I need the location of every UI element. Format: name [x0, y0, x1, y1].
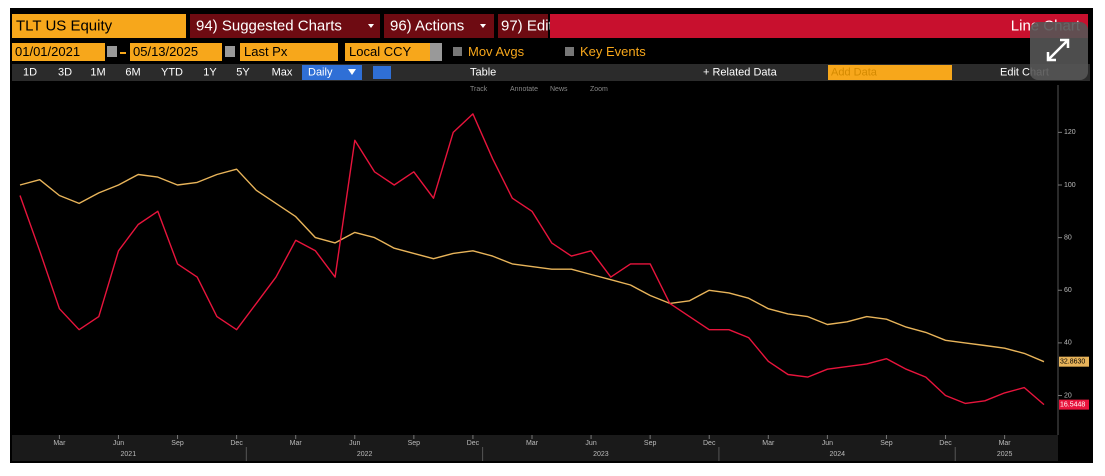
terminal-background — [10, 8, 1093, 463]
x-tick-label: Mar — [526, 440, 539, 447]
table-button[interactable]: Table — [470, 66, 496, 78]
x-tick-label: Jun — [585, 440, 596, 447]
option: Mov Avgs — [468, 44, 525, 59]
period-button[interactable]: Max — [272, 66, 293, 78]
dropdown-button[interactable] — [430, 43, 442, 61]
last-value-box — [1059, 356, 1089, 367]
x-tick-label: Jun — [349, 440, 360, 447]
field-box[interactable] — [240, 43, 338, 61]
tool[interactable]: Annotate — [510, 86, 538, 93]
period-button[interactable]: 1Y — [203, 66, 217, 78]
y-tick-label: 60 — [1064, 287, 1072, 294]
tool[interactable]: Zoom — [590, 86, 608, 93]
menu-box[interactable] — [384, 14, 494, 38]
menu-item: 96) Actions — [390, 17, 464, 34]
last-value-label: 16.5448 — [1060, 401, 1085, 408]
x-tick-label: Jun — [822, 440, 833, 447]
expand-button[interactable] — [1030, 22, 1088, 80]
period-button[interactable]: 3D — [58, 66, 72, 78]
checkbox[interactable] — [565, 47, 574, 56]
option: Key Events — [580, 44, 646, 59]
add-data: Add Data — [831, 66, 878, 78]
dash — [120, 52, 126, 54]
menu-item: 97) Edit — [501, 17, 554, 34]
period-button[interactable]: YTD — [161, 66, 183, 78]
x-tick-label: Mar — [999, 440, 1012, 447]
dropdown-arrow — [480, 24, 486, 28]
menu-box[interactable] — [498, 14, 548, 38]
year-label: 2024 — [829, 451, 845, 458]
tool[interactable]: News — [550, 86, 568, 93]
dropdown-arrow — [368, 24, 374, 28]
field: Last Px — [244, 44, 288, 59]
x-tick-label: Sep — [880, 440, 893, 447]
ticker-box[interactable] — [12, 14, 186, 38]
x-tick-label: Jun — [113, 440, 124, 447]
y-tick-label: 80 — [1064, 234, 1072, 241]
x-tick-label: Sep — [171, 440, 184, 447]
x-tick-label: Dec — [467, 440, 480, 447]
expand-icon — [1046, 38, 1070, 62]
ui-lists: 1D 3D 1M 6M YTD 1Y 5Y Max Track Annotate News Zoom — [23, 66, 608, 92]
y-tick-label: 40 — [1064, 340, 1072, 347]
tool[interactable]: Track — [470, 86, 488, 93]
related-data[interactable]: + Related Data — [703, 66, 778, 78]
add-data-box[interactable] — [828, 65, 952, 80]
year-label: 2021 — [121, 451, 137, 458]
start-date-box[interactable] — [12, 43, 105, 61]
x-tick-label: Mar — [53, 440, 66, 447]
y-tick-label: 20 — [1064, 392, 1072, 399]
menu-box[interactable] — [190, 14, 380, 38]
chart-type-icon[interactable] — [373, 66, 391, 79]
x-tick-label: Mar — [290, 440, 303, 447]
period-button[interactable]: 6M — [125, 66, 140, 78]
end-date-box[interactable] — [130, 43, 222, 61]
currency-box[interactable] — [345, 43, 430, 61]
period-button[interactable]: 5Y — [236, 66, 250, 78]
dropdown-arrow — [348, 69, 356, 75]
start-date: 01/01/2021 — [15, 44, 80, 59]
x-tick-label: Dec — [939, 440, 952, 447]
year-label: 2022 — [357, 451, 373, 458]
x-tick-label: Mar — [762, 440, 775, 447]
toolbar — [12, 64, 1090, 81]
year-label: 2023 — [593, 451, 609, 458]
x-tick-label: Dec — [703, 440, 716, 447]
calendar-icon[interactable] — [107, 46, 117, 57]
x-tick-label: Dec — [230, 440, 243, 447]
plot: 20 40 60 80 100 120 Mar Jun Sep Dec Mar Jun Sep Dec Ma… — [19, 113, 1089, 461]
period-button[interactable]: 1D — [23, 66, 37, 78]
y-tick-label: 100 — [1064, 182, 1076, 189]
x-tick-label: Sep — [644, 440, 657, 447]
series-line — [19, 168, 1045, 363]
frequency: Daily — [308, 66, 333, 78]
checkbox[interactable] — [453, 47, 462, 56]
frequency-box[interactable] — [302, 65, 362, 80]
end-date: 05/13/2025 — [133, 44, 198, 59]
last-value-box — [1059, 399, 1089, 410]
y-tick-label: 120 — [1064, 129, 1076, 136]
x-axis-band — [12, 435, 1058, 461]
calendar-icon[interactable] — [225, 46, 235, 57]
currency: Local CCY — [349, 44, 411, 59]
x-tick-label: Sep — [408, 440, 421, 447]
last-value-label: 32.8630 — [1060, 359, 1085, 366]
ticker: TLT US Equity — [16, 17, 113, 34]
menu-item: 94) Suggested Charts — [196, 17, 342, 34]
title-bar — [550, 14, 1088, 38]
period-button[interactable]: 1M — [90, 66, 105, 78]
year-label: 2025 — [997, 451, 1013, 458]
series-line — [19, 113, 1045, 406]
